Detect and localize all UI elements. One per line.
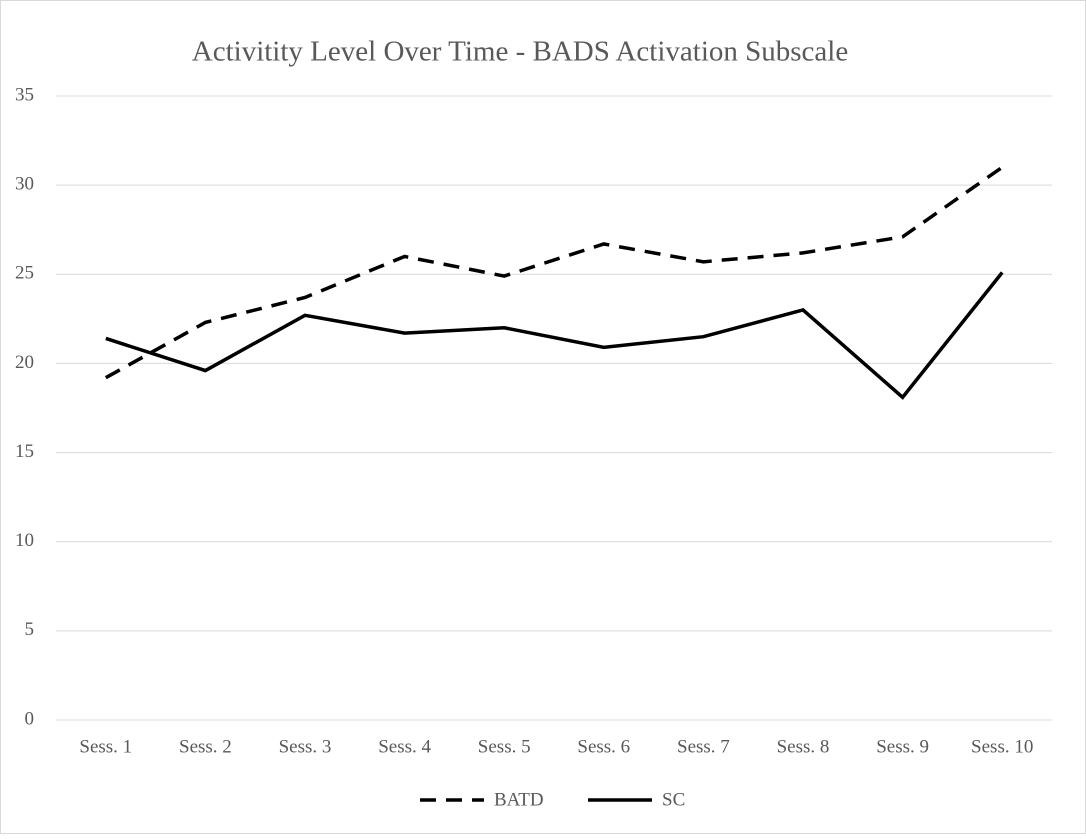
- x-tick-label: Sess. 8: [777, 736, 830, 757]
- chart-title: Activitity Level Over Time - BADS Activa…: [192, 36, 848, 68]
- y-tick-label: 5: [25, 619, 35, 640]
- x-tick-label: Sess. 6: [577, 736, 630, 757]
- x-tick-label: Sess. 4: [378, 736, 431, 757]
- x-tick-label: Sess. 2: [179, 736, 232, 757]
- y-tick-label: 0: [25, 708, 35, 729]
- x-tick-label: Sess. 7: [677, 736, 730, 757]
- y-tick-label: 30: [15, 174, 34, 195]
- y-tick-label: 20: [15, 352, 34, 373]
- y-tick-label: 10: [15, 530, 34, 551]
- x-tick-label: Sess. 9: [876, 736, 929, 757]
- x-tick-label: Sess. 3: [279, 736, 332, 757]
- y-tick-label: 25: [15, 263, 34, 284]
- series-line: [104, 165, 1004, 380]
- y-tick-label: 15: [15, 441, 34, 462]
- legend-label: BATD: [494, 789, 544, 810]
- x-tick-label: Sess. 10: [971, 736, 1033, 757]
- legend-label: SC: [662, 789, 685, 810]
- x-tick-label: Sess. 5: [478, 736, 531, 757]
- x-tick-label: Sess. 1: [79, 736, 132, 757]
- y-tick-label: 35: [15, 84, 34, 105]
- series-line: [105, 271, 1004, 400]
